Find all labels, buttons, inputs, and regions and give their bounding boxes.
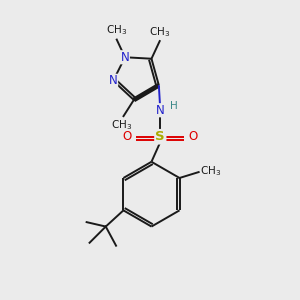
Text: S: S (155, 130, 165, 143)
Text: O: O (189, 130, 198, 143)
Text: N: N (109, 74, 118, 87)
Text: CH$_3$: CH$_3$ (111, 118, 133, 132)
Text: O: O (123, 130, 132, 143)
Text: N: N (121, 51, 129, 64)
Text: CH$_3$: CH$_3$ (149, 25, 170, 39)
Text: N: N (156, 104, 165, 117)
Text: CH$_3$: CH$_3$ (200, 164, 221, 178)
Text: CH$_3$: CH$_3$ (106, 23, 127, 37)
Text: H: H (170, 101, 178, 111)
